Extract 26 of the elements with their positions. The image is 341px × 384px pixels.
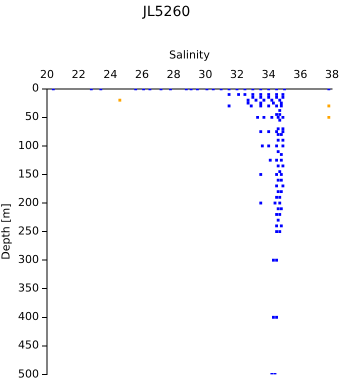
- x-tick-label: 24: [103, 68, 118, 82]
- point: [327, 104, 330, 108]
- x-tick-label: 20: [40, 68, 54, 82]
- y-axis-title: Depth [m]: [0, 203, 12, 260]
- y-tick-label: 450: [18, 338, 39, 352]
- y-tick-label: 50: [25, 110, 39, 124]
- y-tick-label: 150: [18, 167, 39, 180]
- y-tick-label: 200: [18, 196, 39, 209]
- y-tick-label: 0: [32, 82, 39, 95]
- x-tick-label: 38: [325, 68, 339, 82]
- point: [327, 116, 330, 119]
- y-tick-label: 350: [18, 282, 39, 295]
- x-tick-label: 22: [72, 68, 86, 82]
- x-tick-label: 34: [262, 68, 276, 82]
- x-tick-label: 36: [293, 68, 308, 82]
- x-tick-label: 28: [166, 68, 181, 82]
- y-tick-label: 400: [18, 310, 39, 324]
- y-tick-label: 100: [18, 138, 39, 152]
- x-tick-label: 30: [198, 68, 212, 82]
- chart-title: JL5260: [142, 4, 190, 20]
- y-tick-label: 250: [18, 224, 39, 238]
- y-tick-label: 500: [18, 367, 39, 380]
- x-axis-title: Salinity: [169, 48, 210, 62]
- x-tick-label: 32: [230, 68, 244, 82]
- y-tick-label: 300: [18, 253, 39, 266]
- x-tick-label: 26: [135, 68, 149, 82]
